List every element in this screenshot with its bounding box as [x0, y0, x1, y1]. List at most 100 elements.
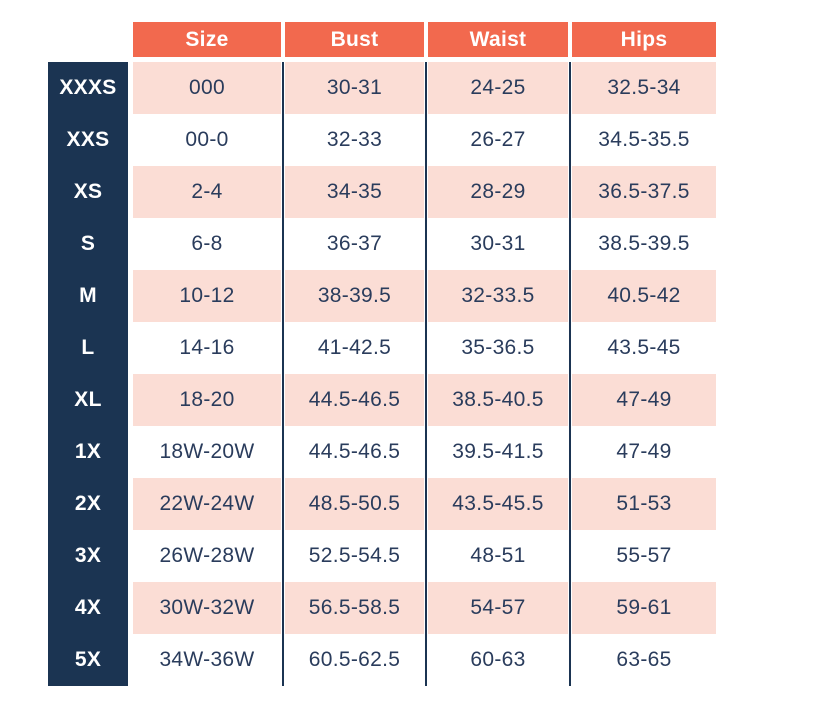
- column-divider: [569, 582, 571, 634]
- table-cell: 55-57: [572, 530, 716, 582]
- table-cell: 41-42.5: [285, 322, 424, 374]
- column-divider: [425, 530, 427, 582]
- column-divider: [282, 426, 284, 478]
- table-cell: 35-36.5: [428, 322, 568, 374]
- column-divider: [282, 166, 284, 218]
- column-divider: [425, 218, 427, 270]
- table-cell: 2-4: [133, 166, 281, 218]
- table-cell: 30W-32W: [133, 582, 281, 634]
- column-divider: [425, 114, 427, 166]
- column-divider: [425, 426, 427, 478]
- table-cell: 48.5-50.5: [285, 478, 424, 530]
- table-row: 34W-36W 60.5-62.5 60-63 63-65: [133, 634, 716, 686]
- table-cell: 18-20: [133, 374, 281, 426]
- column-divider: [569, 478, 571, 530]
- table-cell: 30-31: [428, 218, 568, 270]
- table-cell: 26W-28W: [133, 530, 281, 582]
- table-cell: 44.5-46.5: [285, 374, 424, 426]
- column-divider: [282, 270, 284, 322]
- row-label-l: L: [81, 336, 95, 359]
- table-body: 000 30-31 24-25 32.5-34 00-0 32-33 26-27…: [133, 62, 716, 686]
- column-header-waist: Waist: [428, 22, 568, 57]
- table-cell: 56.5-58.5: [285, 582, 424, 634]
- column-divider: [569, 426, 571, 478]
- row-label-1x: 1X: [74, 440, 102, 463]
- column-divider: [425, 322, 427, 374]
- table-row: 10-12 38-39.5 32-33.5 40.5-42: [133, 270, 716, 322]
- table-cell: 40.5-42: [572, 270, 716, 322]
- column-header-hips: Hips: [572, 22, 716, 57]
- table-row: 22W-24W 48.5-50.5 43.5-45.5 51-53: [133, 478, 716, 530]
- table-cell: 32-33: [285, 114, 424, 166]
- column-divider: [282, 634, 284, 686]
- table-cell: 47-49: [572, 374, 716, 426]
- table-cell: 36.5-37.5: [572, 166, 716, 218]
- column-divider: [282, 582, 284, 634]
- table-cell: 38.5-39.5: [572, 218, 716, 270]
- column-divider: [569, 114, 571, 166]
- row-labels-column: XXXS XXS XS S M L XL 1X 2X 3X 4X 5X: [48, 62, 128, 686]
- table-row: 000 30-31 24-25 32.5-34: [133, 62, 716, 114]
- table-cell: 54-57: [428, 582, 568, 634]
- table-row: 14-16 41-42.5 35-36.5 43.5-45: [133, 322, 716, 374]
- row-label-xxs: XXS: [66, 128, 110, 151]
- column-divider: [425, 634, 427, 686]
- table-cell: 10-12: [133, 270, 281, 322]
- table-cell: 36-37: [285, 218, 424, 270]
- table-row: 2-4 34-35 28-29 36.5-37.5: [133, 166, 716, 218]
- row-label-4x: 4X: [74, 596, 102, 619]
- row-label-s: S: [80, 232, 96, 255]
- table-cell: 38.5-40.5: [428, 374, 568, 426]
- row-label-xxxs: XXXS: [59, 76, 117, 99]
- table-cell: 48-51: [428, 530, 568, 582]
- column-divider: [569, 374, 571, 426]
- column-divider: [282, 374, 284, 426]
- row-label-m: M: [79, 284, 97, 307]
- column-divider: [282, 114, 284, 166]
- column-divider: [425, 62, 427, 114]
- table-cell: 34-35: [285, 166, 424, 218]
- row-label-3x: 3X: [74, 544, 102, 567]
- table-row: 18W-20W 44.5-46.5 39.5-41.5 47-49: [133, 426, 716, 478]
- table-row: 18-20 44.5-46.5 38.5-40.5 47-49: [133, 374, 716, 426]
- table-cell: 14-16: [133, 322, 281, 374]
- column-divider: [282, 218, 284, 270]
- column-divider: [569, 62, 571, 114]
- column-divider: [282, 530, 284, 582]
- row-label-xs: XS: [73, 180, 103, 203]
- table-cell: 38-39.5: [285, 270, 424, 322]
- table-cell: 30-31: [285, 62, 424, 114]
- table-cell: 51-53: [572, 478, 716, 530]
- column-divider: [282, 322, 284, 374]
- table-cell: 60.5-62.5: [285, 634, 424, 686]
- column-divider: [425, 478, 427, 530]
- column-divider: [569, 530, 571, 582]
- table-cell: 63-65: [572, 634, 716, 686]
- table-cell: 39.5-41.5: [428, 426, 568, 478]
- table-cell: 43.5-45: [572, 322, 716, 374]
- table-row: 00-0 32-33 26-27 34.5-35.5: [133, 114, 716, 166]
- row-label-5x: 5X: [74, 648, 102, 671]
- column-divider: [425, 166, 427, 218]
- table-cell: 18W-20W: [133, 426, 281, 478]
- column-divider: [425, 270, 427, 322]
- table-cell: 59-61: [572, 582, 716, 634]
- table-cell: 000: [133, 62, 281, 114]
- table-cell: 60-63: [428, 634, 568, 686]
- table-row: 6-8 36-37 30-31 38.5-39.5: [133, 218, 716, 270]
- row-label-xl: XL: [74, 388, 102, 411]
- column-divider: [282, 62, 284, 114]
- table-cell: 32-33.5: [428, 270, 568, 322]
- table-cell: 47-49: [572, 426, 716, 478]
- table-cell: 34.5-35.5: [572, 114, 716, 166]
- table-cell: 6-8: [133, 218, 281, 270]
- table-cell: 26-27: [428, 114, 568, 166]
- table-cell: 44.5-46.5: [285, 426, 424, 478]
- table-cell: 34W-36W: [133, 634, 281, 686]
- column-header-size: Size: [133, 22, 281, 57]
- table-cell: 28-29: [428, 166, 568, 218]
- table-row: 26W-28W 52.5-54.5 48-51 55-57: [133, 530, 716, 582]
- row-label-2x: 2X: [74, 492, 102, 515]
- table-row: 30W-32W 56.5-58.5 54-57 59-61: [133, 582, 716, 634]
